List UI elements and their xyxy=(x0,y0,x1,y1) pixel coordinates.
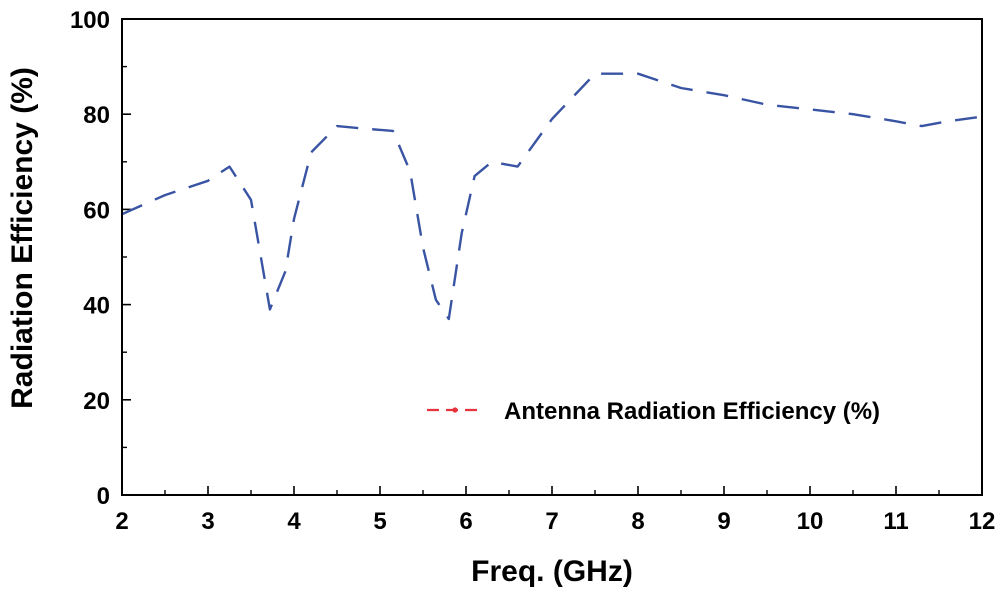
y-tick-label: 80 xyxy=(83,102,110,129)
x-tick-label: 6 xyxy=(459,508,472,535)
series-layer xyxy=(121,72,983,321)
x-tick-label: 10 xyxy=(797,508,824,535)
y-tick-label: 60 xyxy=(83,197,110,224)
y-tick-label: 100 xyxy=(70,7,110,34)
y-tick-label: 20 xyxy=(83,388,110,415)
x-tick-label: 11 xyxy=(883,508,908,535)
x-tick-label: 4 xyxy=(287,508,301,535)
x-tick-label: 9 xyxy=(717,508,730,535)
x-tick-label: 2 xyxy=(115,508,128,535)
legend-label: Antenna Radiation Efficiency (%) xyxy=(504,398,880,425)
y-tick-label: 0 xyxy=(97,483,110,510)
x-tick-label: 8 xyxy=(631,508,644,535)
y-tick-label: 40 xyxy=(83,293,110,320)
x-tick-label: 7 xyxy=(545,508,558,535)
x-axis-title: Freq. (GHz) xyxy=(471,555,633,588)
plot-frame xyxy=(121,18,983,496)
tick-labels: 2 3 4 5 6 7 8 9 10 11 12 0 20 40 60 80 100 xyxy=(70,7,995,535)
y-axis-title: Radiation Efficiency (%) xyxy=(6,67,39,409)
x-tick-label: 5 xyxy=(373,508,386,535)
x-tick-label: 3 xyxy=(201,508,214,535)
series-line-0 xyxy=(121,72,983,321)
legend: Antenna Radiation Efficiency (%) xyxy=(427,398,880,425)
legend-marker xyxy=(452,407,458,413)
x-tick-label: 12 xyxy=(969,508,996,535)
